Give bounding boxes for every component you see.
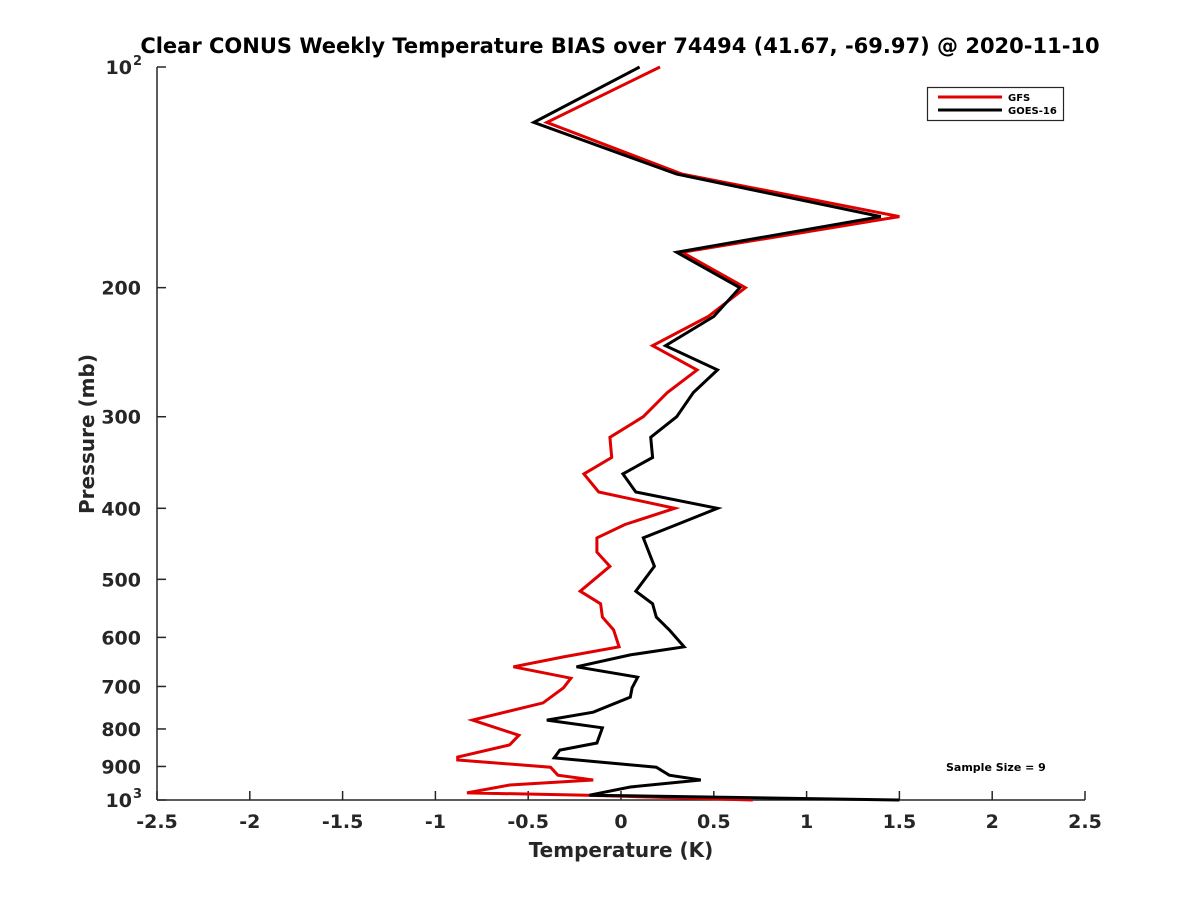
series-lines: [456, 65, 900, 802]
x-tick-label: 2.5: [1068, 811, 1102, 833]
y-tick-label: 200: [101, 278, 141, 300]
y-tick-label: 10: [106, 790, 132, 812]
y-tick-label: 500: [101, 569, 141, 591]
x-tick-label: 1.5: [883, 811, 917, 833]
y-tick-label: 700: [101, 676, 141, 698]
y-axis-label: Pressure (mb): [75, 354, 99, 514]
x-tick-label: 2: [986, 811, 999, 833]
legend-label-gfs: GFS: [1008, 93, 1030, 104]
y-tick-label: 300: [101, 407, 141, 429]
legend-box: [926, 86, 1065, 122]
axes: -2.5 -2 -1.5 -1 -0.5 0 0.5 1 1.5 2 2.510 2200300400…: [101, 54, 1102, 833]
series-line-goes16: [530, 65, 900, 802]
x-tick-label: -0.5: [507, 811, 549, 833]
x-axis-label: Temperature (K): [529, 838, 714, 862]
x-tick-label: -2: [239, 811, 260, 833]
legend-label-goes16: GOES-16: [1008, 106, 1057, 117]
y-tick-label: 10: [106, 57, 132, 79]
x-tick-label: 0.5: [697, 811, 731, 833]
series-line-gfs: [456, 65, 900, 802]
chart-title: Clear CONUS Weekly Temperature BIAS over…: [140, 34, 1099, 58]
y-tick-exponent: 3: [133, 787, 142, 802]
x-tick-label: 0: [614, 811, 627, 833]
x-tick-label: 1: [800, 811, 813, 833]
y-tick-label: 400: [101, 498, 141, 520]
x-tick-label: -1: [425, 811, 446, 833]
x-tick-label: -2.5: [136, 811, 178, 833]
x-tick-label: -1.5: [322, 811, 364, 833]
legend: GFS GOES-16: [926, 86, 1065, 122]
sample-size-annotation: Sample Size = 9: [946, 761, 1046, 774]
y-tick-label: 900: [101, 756, 141, 778]
y-tick-label: 600: [101, 627, 141, 649]
y-tick-exponent: 2: [133, 54, 142, 69]
y-tick-label: 800: [101, 719, 141, 741]
